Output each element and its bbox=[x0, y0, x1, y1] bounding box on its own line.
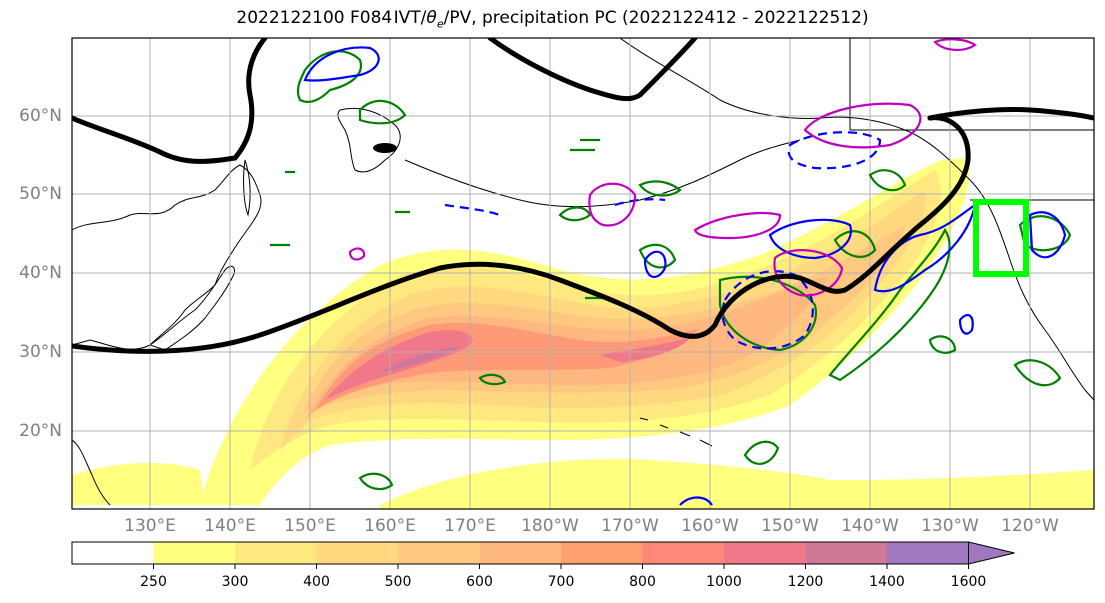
lat-label-50: 50°N bbox=[19, 184, 62, 204]
colorbar-tick-label: 1600 bbox=[950, 574, 987, 590]
colorbar-segment bbox=[561, 542, 643, 564]
colorbar-segment bbox=[805, 542, 888, 564]
colorbar-tick-label: 600 bbox=[466, 574, 493, 590]
pv-blob bbox=[373, 143, 397, 153]
lon-label-160w: 160°W bbox=[681, 516, 739, 536]
lat-label-60: 60°N bbox=[19, 106, 62, 126]
green-contours bbox=[270, 50, 1072, 491]
colorbar-segment bbox=[398, 542, 480, 564]
ivt-shading bbox=[72, 158, 1094, 509]
ivt-1000-b bbox=[600, 338, 690, 362]
colorbar-tick-label: 1400 bbox=[869, 574, 905, 590]
colorbar-tick-label: 250 bbox=[140, 574, 167, 590]
colorbar-segment bbox=[887, 542, 969, 564]
lon-label-170e: 170°E bbox=[444, 516, 496, 536]
lon-label-130w: 130°W bbox=[921, 516, 979, 536]
ivt-250-tropics bbox=[72, 463, 205, 505]
title-run: 2022122100 bbox=[236, 8, 345, 28]
pv-contour bbox=[72, 38, 1094, 354]
gridlines bbox=[72, 38, 1094, 509]
lon-label-120w: 120°W bbox=[1001, 516, 1059, 536]
title-theta: θ bbox=[426, 8, 437, 28]
alaska bbox=[619, 38, 1094, 401]
target-region-box bbox=[973, 199, 1029, 277]
lon-label-150e: 150°E bbox=[284, 516, 336, 536]
colorbar-segment bbox=[724, 542, 806, 564]
coastlines bbox=[72, 38, 1094, 506]
colorbar bbox=[71, 541, 1015, 569]
colorbar-tick-label: 300 bbox=[221, 574, 249, 590]
lon-label-150w: 150°W bbox=[761, 516, 819, 536]
plot-title: 2022122100 F084 IVT/θe/PV, precipitation… bbox=[0, 8, 1105, 30]
colorbar-segment bbox=[72, 542, 154, 564]
lat-label-40: 40°N bbox=[19, 263, 62, 283]
title-period: (2022122412 - 2022122512) bbox=[622, 8, 869, 28]
colorbar-tick-label: 400 bbox=[303, 574, 330, 590]
sakhalin bbox=[243, 159, 251, 217]
colorbar-frame bbox=[71, 541, 969, 565]
blue-dashed-contours bbox=[444, 131, 882, 350]
lat-label-30: 30°N bbox=[19, 342, 62, 362]
lon-label-170w: 170°W bbox=[601, 516, 659, 536]
philippines bbox=[72, 439, 111, 506]
lat-label-20: 20°N bbox=[19, 421, 62, 441]
japan bbox=[148, 265, 235, 351]
title-fields-suffix: /PV, precipitation PC bbox=[443, 8, 617, 28]
colorbar-segment bbox=[153, 542, 236, 564]
colorbar-tick-label: 700 bbox=[547, 574, 575, 590]
lon-label-130e: 130°E bbox=[124, 516, 176, 536]
colorbar-segment bbox=[235, 542, 317, 564]
title-theta-sub: e bbox=[436, 17, 444, 31]
map-frame bbox=[71, 37, 1095, 510]
lon-label-180w: 180°W bbox=[521, 516, 579, 536]
colorbar-tick-label: 1000 bbox=[706, 574, 742, 590]
hawaii bbox=[639, 417, 713, 447]
colorbar-extend-arrow bbox=[968, 541, 1015, 565]
colorbar-segment bbox=[479, 542, 562, 564]
lon-label-160e: 160°E bbox=[364, 516, 416, 536]
title-fields-prefix: IVT/ bbox=[393, 8, 427, 28]
colorbar-tick-label: 1200 bbox=[787, 574, 824, 590]
ivt-250-south bbox=[380, 459, 1094, 509]
colorbar-segment bbox=[642, 542, 725, 564]
asia-coast bbox=[72, 164, 262, 350]
lon-label-140e: 140°E bbox=[204, 516, 256, 536]
magenta-contours bbox=[348, 38, 977, 297]
colorbar-segment bbox=[316, 542, 399, 564]
colorbar-tick-label: 800 bbox=[629, 574, 656, 590]
lon-label-140w: 140°W bbox=[841, 516, 899, 536]
aleutians bbox=[404, 139, 801, 208]
colorbar-tick-label: 500 bbox=[384, 574, 412, 590]
title-forecast: F084 bbox=[350, 8, 393, 28]
